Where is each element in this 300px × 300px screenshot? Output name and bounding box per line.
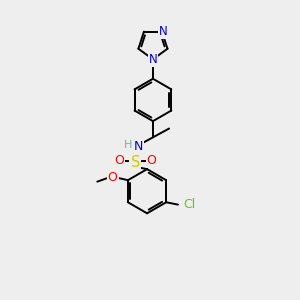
Text: N: N	[148, 53, 157, 66]
Text: N: N	[159, 25, 168, 38]
Text: H: H	[124, 140, 132, 150]
Text: O: O	[146, 154, 156, 167]
Text: N: N	[134, 140, 143, 153]
Text: O: O	[108, 171, 118, 184]
Text: O: O	[114, 154, 124, 167]
Text: Cl: Cl	[183, 198, 195, 211]
Text: S: S	[130, 155, 140, 170]
